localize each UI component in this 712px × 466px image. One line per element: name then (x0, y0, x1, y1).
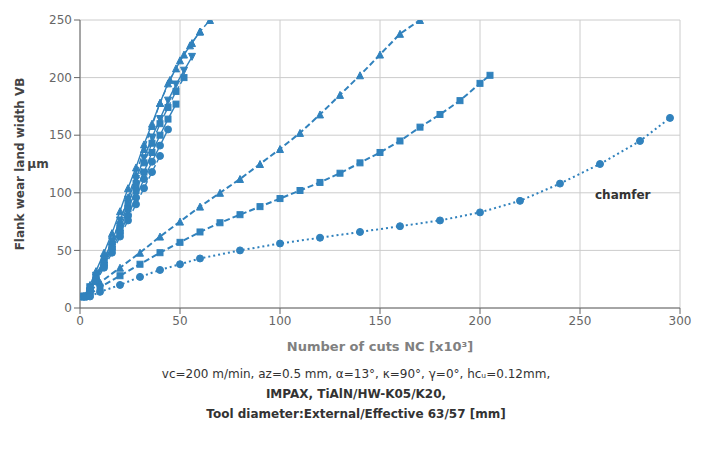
svg-text:50: 50 (172, 314, 187, 328)
svg-text:Flank wear land width VB: Flank wear land width VB (13, 78, 27, 251)
html-text:vᴄ=200 m/min, aᴢ=0.5 mm, α=13°: vᴄ=200 m/min, aᴢ=0.5 mm, α=13°, κ=90°, γ… (161, 367, 551, 381)
svg-text:0: 0 (76, 314, 84, 328)
svg-text:200: 200 (49, 71, 72, 85)
svg-text:250: 250 (49, 13, 72, 27)
svg-text:100: 100 (49, 186, 72, 200)
svg-text:50: 50 (57, 244, 72, 258)
svg-text:chamfer: chamfer (595, 188, 651, 202)
svg-text:200: 200 (469, 314, 492, 328)
svg-text:100: 100 (269, 314, 292, 328)
svg-text:0: 0 (64, 301, 72, 315)
svg-text:150: 150 (369, 314, 392, 328)
html-text:IMPAX, TiAlN/HW-K05/K20,: IMPAX, TiAlN/HW-K05/K20, (265, 387, 447, 401)
svg-text:μm: μm (27, 157, 48, 171)
svg-text:250: 250 (569, 314, 592, 328)
svg-text:300: 300 (669, 314, 692, 328)
svg-text:150: 150 (49, 128, 72, 142)
svg-text:Number of cuts NC [x10³]: Number of cuts NC [x10³] (287, 339, 473, 354)
html-text:Tool diameter:External/Effecti: Tool diameter:External/Effective 63/57 [… (206, 407, 506, 421)
